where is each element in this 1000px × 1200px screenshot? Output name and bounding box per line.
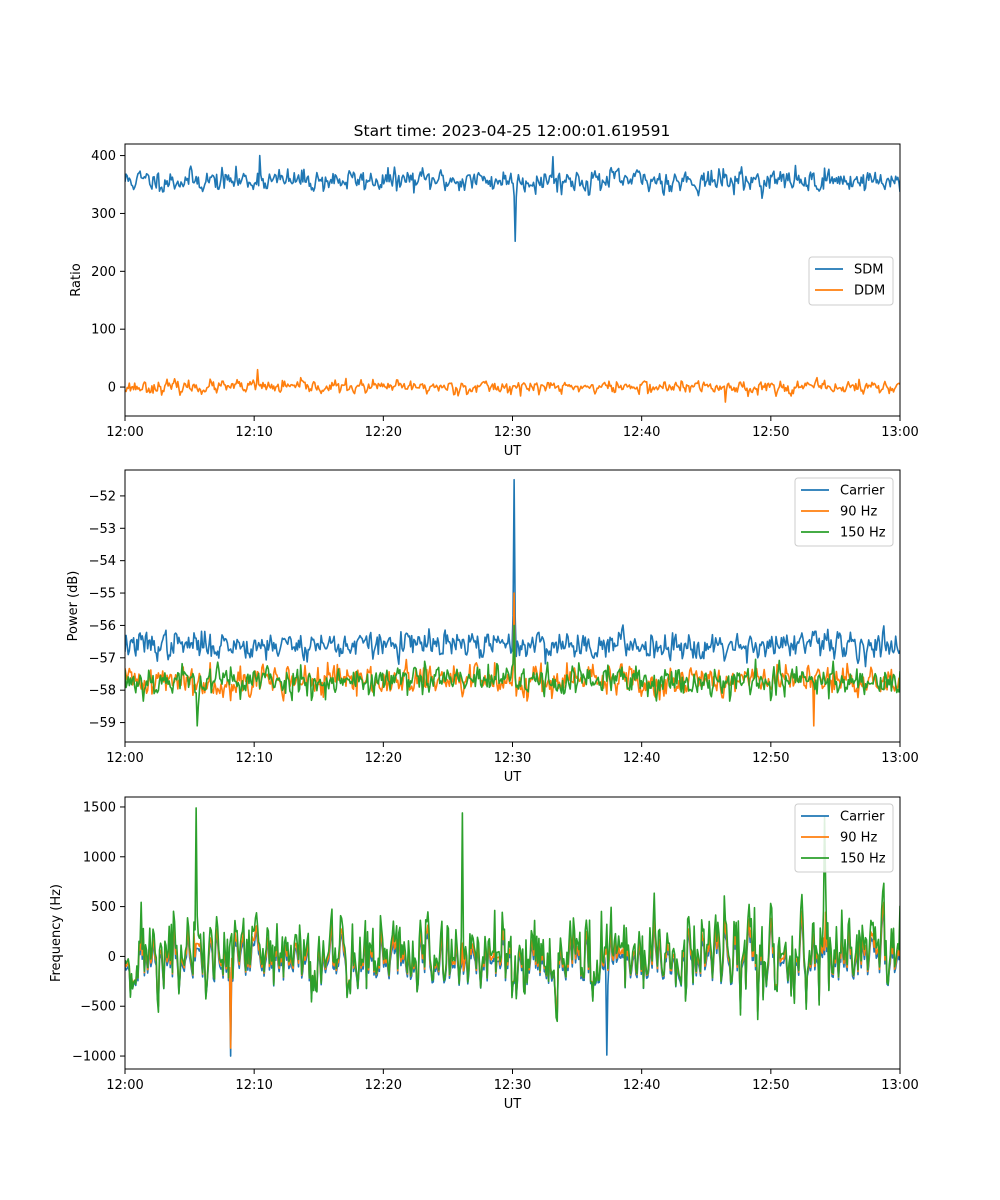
y-tick-label: 0 bbox=[108, 950, 116, 965]
y-tick-label: 1500 bbox=[83, 800, 116, 815]
y-tick-label: 500 bbox=[91, 900, 116, 915]
legend-box bbox=[794, 477, 894, 547]
x-tick-label: 12:10 bbox=[235, 1078, 272, 1093]
y-tick-label: 100 bbox=[91, 323, 116, 338]
legend-label: 150 Hz bbox=[840, 526, 886, 541]
y-tick-label: 200 bbox=[91, 265, 116, 280]
y-tick-label: −58 bbox=[89, 684, 116, 699]
series-line-150-hz bbox=[125, 807, 900, 1023]
legend: Carrier 90 Hz 150 Hz bbox=[794, 477, 894, 547]
y-axis-label: Ratio bbox=[69, 263, 84, 296]
x-tick-label: 13:00 bbox=[881, 1078, 918, 1093]
x-tick-label: 13:00 bbox=[881, 751, 918, 766]
series-line-carrier bbox=[125, 478, 900, 668]
series-group bbox=[125, 807, 900, 1057]
y-tick-label: −500 bbox=[80, 1000, 116, 1015]
x-tick-label: 12:00 bbox=[106, 425, 143, 440]
x-axis-label: UT bbox=[504, 1097, 522, 1112]
frequency-panel: 12:00 12:10 12:20 12:30 12:40 12:50 13:00 −1000… bbox=[49, 796, 919, 1112]
x-tick-label: 12:50 bbox=[752, 425, 789, 440]
legend-label: DDM bbox=[854, 284, 885, 299]
x-tick-label: 12:20 bbox=[365, 751, 402, 766]
legend-label: Carrier bbox=[840, 484, 885, 499]
y-axis-label: Frequency (Hz) bbox=[49, 884, 64, 982]
y-tick-label: 300 bbox=[91, 207, 116, 222]
legend-label: 90 Hz bbox=[840, 831, 877, 846]
legend-label: 90 Hz bbox=[840, 505, 877, 520]
legend: SDM DDM bbox=[808, 256, 894, 306]
y-tick-label: −55 bbox=[89, 587, 116, 602]
series-line-90-hz bbox=[125, 901, 900, 1049]
x-tick-label: 12:20 bbox=[365, 1078, 402, 1093]
x-tick-label: 12:30 bbox=[494, 1078, 531, 1093]
y-tick-label: 400 bbox=[91, 149, 116, 164]
y-tick-label: 0 bbox=[108, 381, 116, 396]
x-axis-label: UT bbox=[504, 770, 522, 785]
y-tick-label: −54 bbox=[89, 554, 116, 569]
y-tick-label: 1000 bbox=[83, 850, 116, 865]
y-tick-label: −57 bbox=[89, 651, 116, 666]
x-tick-label: 12:40 bbox=[623, 1078, 660, 1093]
power-panel: 12:00 12:10 12:20 12:30 12:40 12:50 13:00 −59 −5… bbox=[66, 469, 919, 785]
figure-title: Start time: 2023-04-25 12:00:01.619591 bbox=[354, 122, 671, 140]
legend-label: SDM bbox=[854, 263, 883, 278]
ratio-panel: 12:00 12:10 12:20 12:30 12:40 12:50 13:00 0 100 2… bbox=[69, 143, 919, 459]
y-tick-label: −1000 bbox=[72, 1050, 116, 1065]
series-line-90-hz bbox=[125, 592, 900, 727]
series-line-sdm bbox=[125, 154, 900, 243]
series-group bbox=[125, 478, 900, 727]
series-line-150-hz bbox=[125, 624, 900, 727]
x-tick-label: 12:40 bbox=[623, 425, 660, 440]
y-tick-label: −56 bbox=[89, 619, 116, 634]
x-tick-label: 12:50 bbox=[752, 751, 789, 766]
x-tick-label: 13:00 bbox=[881, 425, 918, 440]
y-tick-label: −52 bbox=[89, 489, 116, 504]
x-tick-label: 12:10 bbox=[235, 425, 272, 440]
legend-box bbox=[794, 803, 894, 873]
legend-label: 150 Hz bbox=[840, 852, 886, 867]
legend-label: Carrier bbox=[840, 810, 885, 825]
x-tick-label: 12:00 bbox=[106, 751, 143, 766]
x-tick-label: 12:00 bbox=[106, 1078, 143, 1093]
x-tick-label: 12:50 bbox=[752, 1078, 789, 1093]
x-tick-label: 12:10 bbox=[235, 751, 272, 766]
y-tick-label: −59 bbox=[89, 716, 116, 731]
y-axis-label: Power (dB) bbox=[66, 571, 81, 642]
x-tick-label: 12:40 bbox=[623, 751, 660, 766]
y-tick-label: −53 bbox=[89, 522, 116, 537]
series-group bbox=[125, 154, 900, 403]
series-line-ddm bbox=[125, 368, 900, 403]
x-axis-label: UT bbox=[504, 444, 522, 459]
legend: Carrier 90 Hz 150 Hz bbox=[794, 803, 894, 873]
x-tick-label: 12:30 bbox=[494, 751, 531, 766]
x-tick-label: 12:20 bbox=[365, 425, 402, 440]
x-tick-label: 12:30 bbox=[494, 425, 531, 440]
